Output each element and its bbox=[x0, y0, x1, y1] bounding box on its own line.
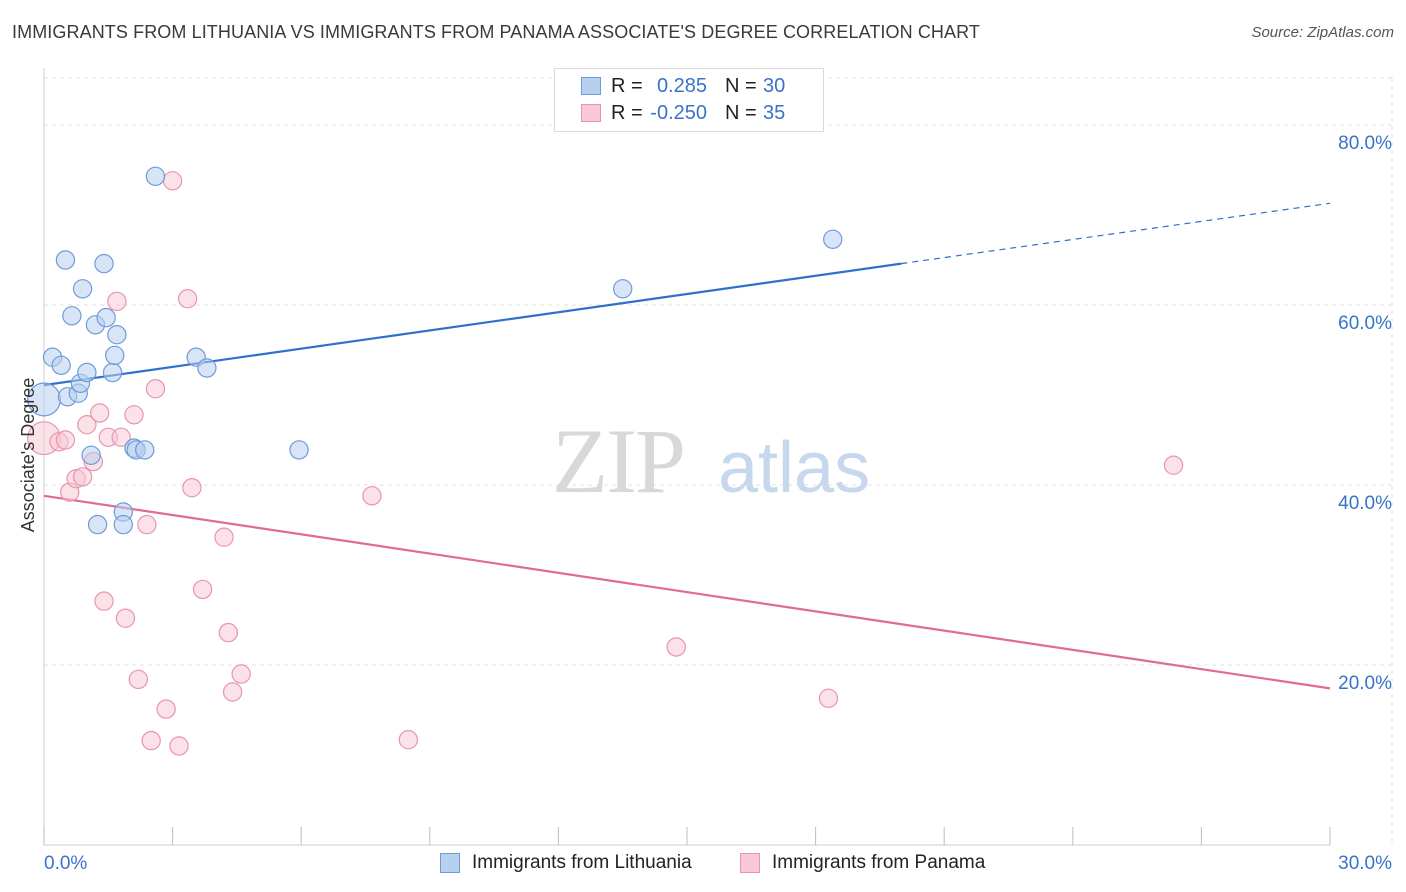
point-panama bbox=[90, 403, 110, 423]
legend-n-value: 30 bbox=[763, 74, 786, 97]
point-panama bbox=[177, 289, 198, 309]
point-lithuania bbox=[51, 355, 71, 375]
point-lithuania bbox=[823, 229, 843, 249]
legend-n-value: 35 bbox=[763, 101, 786, 124]
trend-lines bbox=[43, 202, 1331, 690]
x-tick-label-max: 30.0% bbox=[1338, 853, 1392, 874]
point-lithuania bbox=[135, 440, 155, 460]
point-panama bbox=[128, 669, 148, 690]
point-lithuania bbox=[102, 362, 123, 383]
legend-r-value: 0.285 bbox=[656, 74, 707, 97]
point-panama bbox=[362, 486, 382, 506]
x-tick-label-min: 0.0% bbox=[44, 853, 87, 874]
point-panama bbox=[77, 415, 97, 435]
watermark-zip: ZIP bbox=[552, 410, 684, 512]
point-panama bbox=[398, 730, 419, 750]
point-lithuania bbox=[613, 279, 633, 299]
point-lithuania bbox=[96, 307, 116, 328]
bottom-legend-panama: Immigrants from Panama bbox=[740, 852, 985, 874]
point-panama bbox=[1163, 455, 1184, 475]
source-label: Source: ZipAtlas.com bbox=[1251, 24, 1394, 41]
y-tick-label: 40.0% bbox=[1338, 493, 1392, 514]
legend-swatch-pink bbox=[581, 104, 601, 122]
point-lithuania bbox=[55, 250, 76, 270]
legend-r-value: -0.250 bbox=[650, 101, 707, 124]
point-panama bbox=[214, 527, 234, 547]
axes bbox=[43, 68, 1331, 846]
point-panama bbox=[182, 478, 202, 498]
point-lithuania bbox=[72, 279, 93, 299]
point-panama bbox=[107, 291, 127, 312]
legend-swatch-blue bbox=[581, 77, 601, 95]
point-panama bbox=[231, 664, 251, 684]
trend-line-panama bbox=[43, 494, 1331, 690]
legend-r-label: R = bbox=[611, 74, 643, 97]
data-points bbox=[27, 166, 1184, 756]
point-lithuania bbox=[113, 514, 133, 535]
point-lithuania bbox=[77, 362, 97, 383]
y-tick-label: 20.0% bbox=[1338, 673, 1392, 694]
point-lithuania bbox=[145, 166, 166, 186]
bottom-legend-swatch-blue bbox=[440, 853, 460, 873]
point-panama bbox=[145, 379, 166, 399]
point-panama bbox=[818, 688, 839, 708]
point-lithuania bbox=[105, 345, 125, 366]
point-panama bbox=[169, 736, 189, 756]
point-lithuania bbox=[107, 325, 127, 345]
legend: R = 0.285 N = 30 R = -0.250 N = 35 bbox=[554, 68, 824, 132]
point-panama bbox=[162, 171, 183, 191]
point-panama bbox=[137, 514, 157, 535]
chart-title: IMMIGRANTS FROM LITHUANIA VS IMMIGRANTS … bbox=[12, 22, 981, 42]
point-panama bbox=[222, 682, 243, 702]
trend-line-lithuania bbox=[43, 262, 902, 387]
point-panama bbox=[111, 427, 131, 447]
point-lithuania bbox=[94, 253, 114, 274]
watermark: ZIP atlas bbox=[552, 410, 870, 512]
point-panama bbox=[55, 430, 76, 450]
y-tick-label: 60.0% bbox=[1338, 313, 1392, 334]
trend-line-lithuania-extension bbox=[901, 202, 1331, 265]
legend-r-label: R = bbox=[611, 101, 643, 124]
point-panama bbox=[124, 405, 144, 425]
bottom-legend-lithuania: Immigrants from Lithuania bbox=[440, 852, 692, 874]
point-panama bbox=[94, 591, 114, 611]
point-panama bbox=[115, 608, 136, 628]
tick-labels: 20.0% 40.0% 60.0% 80.0% 0.0% 30.0% bbox=[44, 133, 1392, 874]
legend-n-label: N = bbox=[725, 101, 757, 124]
y-axis-label: Associate's Degree bbox=[18, 378, 38, 533]
point-panama bbox=[218, 622, 239, 643]
point-lithuania bbox=[62, 306, 82, 326]
bottom-legend-swatch-pink bbox=[740, 853, 760, 873]
y-tick-label: 80.0% bbox=[1338, 133, 1392, 154]
watermark-atlas: atlas bbox=[718, 428, 870, 508]
point-panama bbox=[141, 730, 161, 751]
point-panama bbox=[192, 579, 213, 600]
legend-row-lithuania: R = 0.285 N = 30 bbox=[581, 73, 785, 99]
bottom-legend-label: Immigrants from Lithuania bbox=[472, 852, 692, 873]
point-panama bbox=[72, 467, 93, 487]
point-panama bbox=[156, 699, 176, 719]
legend-row-panama: R = -0.250 N = 35 bbox=[581, 100, 785, 126]
point-lithuania bbox=[289, 440, 309, 460]
point-lithuania bbox=[197, 358, 217, 378]
bottom-legend-label: Immigrants from Panama bbox=[772, 852, 986, 873]
point-panama bbox=[666, 637, 686, 657]
legend-n-label: N = bbox=[725, 74, 757, 97]
point-lithuania bbox=[81, 445, 101, 465]
point-lithuania bbox=[87, 514, 108, 535]
